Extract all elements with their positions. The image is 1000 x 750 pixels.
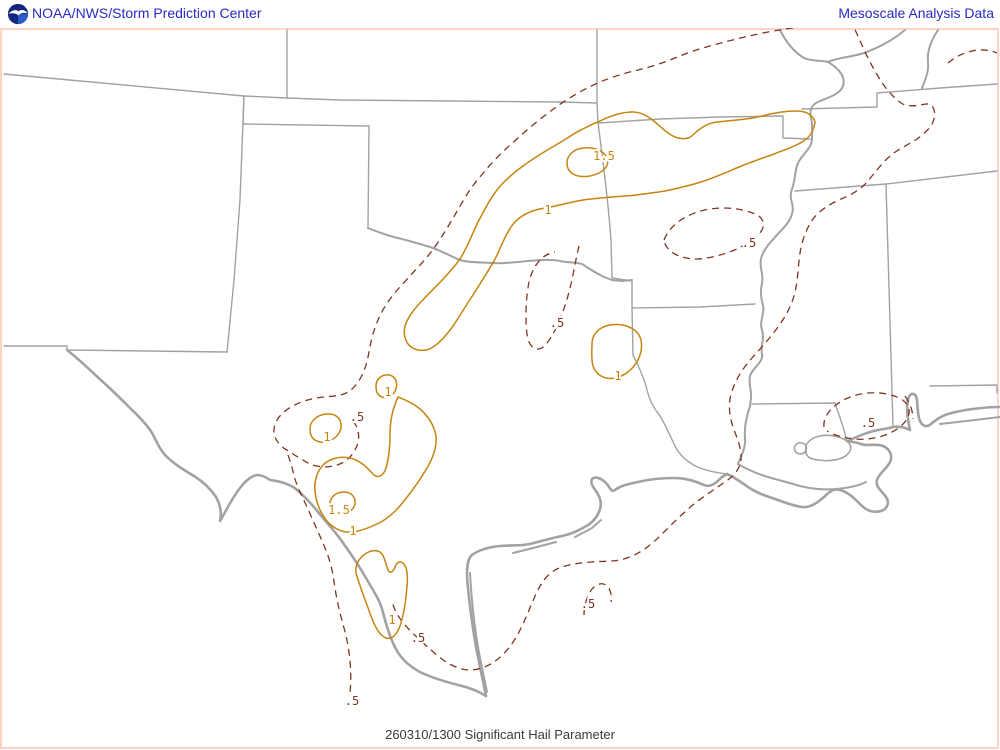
rivers-and-coast — [65, 29, 1000, 698]
page-title: Mesoscale Analysis Data — [838, 5, 994, 21]
contour-label-dashed: .5 — [345, 694, 359, 708]
contour-label-solid: 1.5 — [593, 149, 615, 163]
contour-label-dashed: .5 — [861, 416, 875, 430]
contour-label-dashed: .5 — [411, 631, 425, 645]
contour-label-dashed: .5 — [350, 410, 364, 424]
contour-label-solid: 1 — [614, 369, 621, 383]
contour-label-solid: 1 — [384, 385, 391, 399]
solid-contours-1.0-1.5 — [309, 110, 816, 640]
contour-label-dashed: .5 — [581, 597, 595, 611]
map-caption: 260310/1300 Significant Hail Parameter — [385, 727, 615, 742]
contour-label-solid: 1 — [349, 524, 356, 538]
contour-label-solid: 1 — [544, 203, 551, 217]
contour-label-solid: 1 — [323, 430, 330, 444]
contour-label-solid: 1 — [388, 613, 395, 627]
state-borders — [3, 29, 998, 475]
header-bar: NOAA/NWS/Storm Prediction Center Mesosca… — [0, 0, 1000, 28]
noaa-logo-icon — [7, 3, 29, 25]
dashed-contours-0.5 — [273, 7, 998, 694]
contour-label-dashed: .5 — [742, 236, 756, 250]
map-frame — [0, 28, 999, 749]
site-title: NOAA/NWS/Storm Prediction Center — [32, 5, 262, 21]
contour-label-solid: 1.5 — [328, 503, 350, 517]
contour-label-dashed: .5 — [550, 316, 564, 330]
